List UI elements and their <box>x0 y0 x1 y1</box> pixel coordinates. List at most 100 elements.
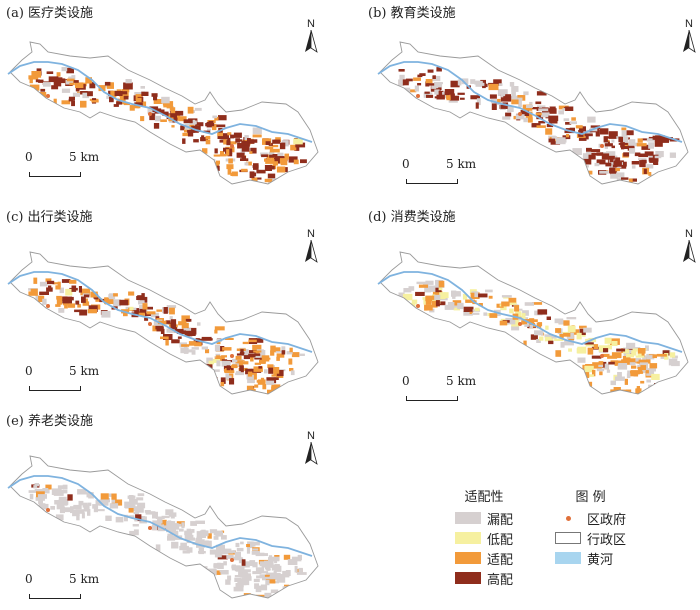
facility-patch <box>29 84 40 91</box>
facility-patch <box>529 319 538 322</box>
legend-item-district: 行政区 <box>555 528 626 548</box>
facility-patch <box>284 179 292 184</box>
facility-patch <box>405 78 413 82</box>
facility-patch <box>182 138 186 144</box>
facility-patch <box>235 355 242 360</box>
facility-patch <box>170 516 175 519</box>
facility-patch <box>272 144 279 148</box>
yellow-river <box>377 61 683 143</box>
facility-patch <box>71 285 77 292</box>
district-boundary <box>379 251 689 395</box>
facility-patch <box>637 348 646 354</box>
facility-patch <box>463 306 474 312</box>
facility-patch <box>62 484 68 490</box>
scale-bar: 0 5 km <box>402 157 492 187</box>
facility-patch <box>595 129 600 137</box>
facility-patch <box>598 361 604 368</box>
facility-patch <box>399 74 405 82</box>
district-government-dot <box>416 304 420 308</box>
facility-patch <box>137 502 146 509</box>
facility-patch <box>604 337 612 344</box>
facility-patch <box>617 372 622 378</box>
facility-patch <box>564 341 573 345</box>
facility-patch <box>276 166 286 173</box>
facility-patch <box>109 503 119 509</box>
facility-patch <box>191 350 196 355</box>
facility-patch <box>474 80 483 85</box>
facility-patch <box>34 489 44 492</box>
yellow-river <box>7 61 313 143</box>
facility-patch <box>438 280 445 288</box>
facility-patch <box>434 89 440 95</box>
facility-patch <box>471 291 479 298</box>
facility-patch <box>457 302 464 310</box>
facility-patch <box>53 79 62 87</box>
facility-patch <box>296 572 307 575</box>
facility-patch <box>609 167 617 174</box>
facility-patch <box>123 95 129 100</box>
facility-patch <box>259 561 269 567</box>
facility-patch <box>198 366 208 373</box>
facility-patch <box>56 299 63 305</box>
facility-patch <box>259 574 270 577</box>
facility-patch <box>253 163 259 170</box>
facility-patch <box>511 326 520 331</box>
facility-patch <box>520 110 530 116</box>
facility-patch <box>214 148 218 154</box>
facility-patch <box>240 541 244 545</box>
facility-patch <box>138 300 145 305</box>
facility-patch <box>616 348 626 352</box>
facility-patch <box>488 83 499 91</box>
facility-patch <box>84 298 88 304</box>
facility-patch <box>635 388 642 394</box>
facility-patch <box>631 365 637 369</box>
facility-patch <box>59 287 64 294</box>
facility-patch <box>225 375 232 380</box>
facility-patch <box>222 347 232 351</box>
yellow-river <box>7 271 313 353</box>
facility-patch <box>187 130 194 137</box>
facility-patch <box>582 153 589 159</box>
facility-patch <box>438 301 446 306</box>
facility-patch <box>76 514 80 521</box>
facility-patch <box>233 132 242 138</box>
facility-patch <box>235 542 240 548</box>
facility-patch <box>576 165 585 173</box>
facility-patch <box>648 154 659 162</box>
scale-bar: 0 5 km <box>25 572 115 602</box>
facility-patch <box>71 75 76 82</box>
facility-patch <box>130 105 140 109</box>
facility-patch <box>530 107 539 110</box>
facility-patch <box>276 353 285 358</box>
scale-bar: 0 5 km <box>25 150 115 180</box>
facility-patch <box>169 307 175 315</box>
facility-patch <box>258 366 262 369</box>
facility-patch <box>182 322 189 329</box>
facility-patch <box>166 526 176 533</box>
facility-patch <box>97 509 105 512</box>
facility-patch <box>624 143 632 148</box>
facility-patch <box>149 106 159 109</box>
facility-patch <box>113 104 119 107</box>
facility-patch <box>606 369 611 373</box>
facility-patch <box>42 298 47 305</box>
facility-patch <box>261 571 269 574</box>
facility-patch <box>475 102 479 109</box>
facility-patch <box>205 349 210 354</box>
facility-patch <box>136 497 144 501</box>
north-arrow-icon <box>683 30 696 53</box>
facility-patch <box>427 69 434 73</box>
facility-patch <box>282 596 293 598</box>
facility-patch <box>241 155 246 161</box>
facility-patch <box>141 293 145 298</box>
facility-patch <box>221 535 227 540</box>
facility-patch <box>404 87 411 93</box>
facility-patch <box>605 151 616 158</box>
facility-patch <box>154 115 161 122</box>
facility-patch <box>622 349 630 354</box>
facility-patch <box>294 145 300 151</box>
facility-patch <box>453 307 460 311</box>
facility-patch <box>28 298 39 305</box>
facility-patch <box>82 92 89 99</box>
facility-patch <box>57 485 67 489</box>
